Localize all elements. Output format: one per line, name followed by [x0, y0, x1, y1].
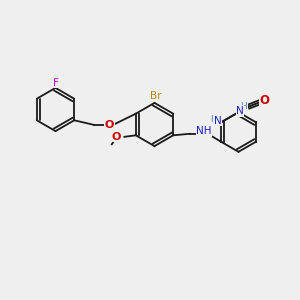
Text: N: N: [214, 116, 222, 126]
Text: Br: Br: [150, 91, 162, 101]
Text: H: H: [211, 115, 217, 124]
Text: O: O: [105, 120, 114, 130]
Text: O: O: [260, 94, 269, 107]
Text: O: O: [111, 132, 121, 142]
Text: NH: NH: [196, 126, 212, 136]
Text: F: F: [52, 77, 59, 88]
Text: H: H: [241, 102, 247, 111]
Text: N: N: [236, 106, 244, 116]
